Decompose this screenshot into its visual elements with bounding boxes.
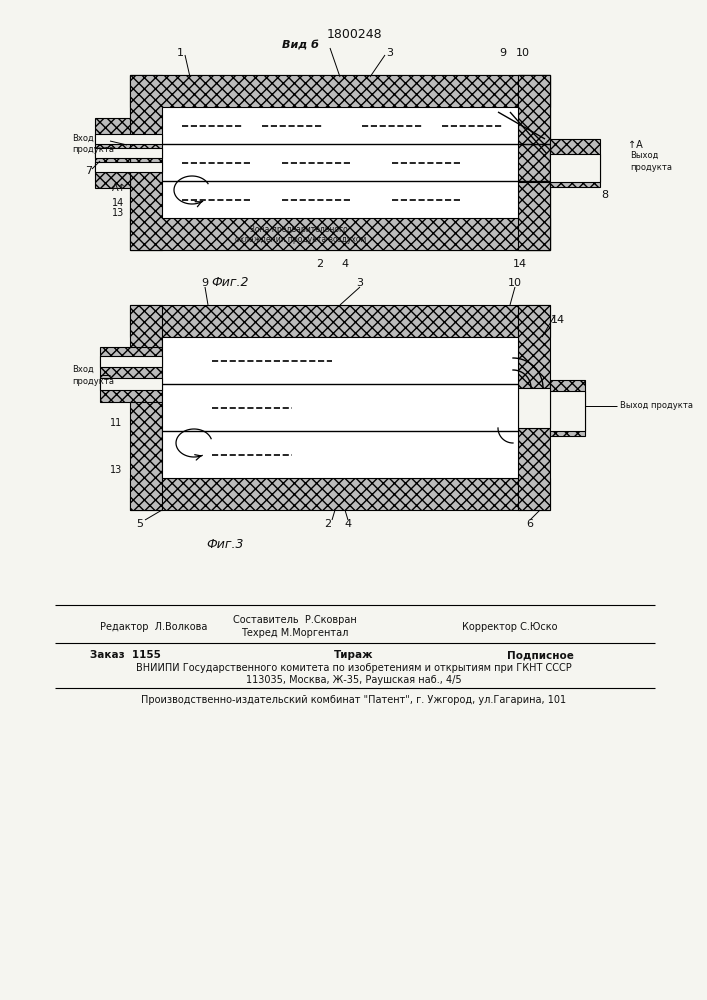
Bar: [100, 378, 162, 390]
Text: Заказ  1155: Заказ 1155: [90, 650, 161, 660]
Bar: [518, 305, 550, 388]
Text: продукта: продукта: [72, 144, 114, 153]
Text: 14: 14: [112, 198, 124, 208]
Bar: [130, 218, 550, 250]
Text: 9: 9: [499, 48, 506, 58]
Bar: [130, 305, 550, 337]
Bar: [518, 182, 550, 250]
Text: 3: 3: [387, 48, 394, 58]
Bar: [95, 118, 130, 188]
Text: 9: 9: [201, 278, 209, 288]
Text: 5: 5: [136, 519, 144, 529]
Text: Зона предварительного: Зона предварительного: [250, 225, 348, 233]
Text: 11: 11: [110, 418, 122, 428]
Text: 7: 7: [85, 166, 92, 176]
Text: 113035, Москва, Ж-35, Раушская наб., 4/5: 113035, Москва, Ж-35, Раушская наб., 4/5: [246, 675, 462, 685]
Bar: [162, 107, 518, 218]
Text: 4: 4: [344, 519, 351, 529]
Text: Производственно-издательский комбинат "Патент", г. Ужгород, ул.Гагарина, 101: Производственно-издательский комбинат "П…: [141, 695, 566, 705]
Text: продукта: продукта: [630, 162, 672, 172]
Bar: [162, 337, 518, 478]
Text: Выход продукта: Выход продукта: [620, 401, 693, 410]
Text: 1800248: 1800248: [326, 28, 382, 41]
Text: Вид б: Вид б: [281, 40, 318, 50]
Bar: [550, 391, 585, 431]
Bar: [95, 148, 162, 158]
Text: продукта: продукта: [72, 376, 114, 385]
Bar: [518, 75, 550, 144]
Text: 4: 4: [341, 259, 349, 269]
Text: Тираж: Тираж: [334, 650, 374, 660]
Text: 8: 8: [602, 190, 609, 200]
Text: Выход: Выход: [630, 150, 658, 159]
Text: 14: 14: [513, 259, 527, 269]
Bar: [100, 356, 162, 367]
Bar: [518, 388, 550, 428]
Bar: [130, 305, 162, 510]
Bar: [95, 162, 162, 172]
Text: 6: 6: [527, 519, 534, 529]
Text: ↑А: ↑А: [628, 140, 643, 150]
Text: Техред М.Моргентал: Техред М.Моргентал: [241, 628, 349, 638]
Text: Корректор С.Юско: Корректор С.Юско: [462, 622, 558, 632]
Bar: [130, 75, 550, 250]
Text: Составитель  Р.Сковран: Составитель Р.Сковран: [233, 615, 357, 625]
Text: Редактор  Л.Волкова: Редактор Л.Волкова: [100, 622, 207, 632]
Text: Фиг.3: Фиг.3: [206, 538, 244, 552]
Text: охлаждения продукта воздухом: охлаждения продукта воздухом: [235, 235, 366, 244]
Bar: [518, 75, 550, 144]
Text: ВНИИПИ Государственного комитета по изобретениям и открытиям при ГКНТ СССР: ВНИИПИ Государственного комитета по изоб…: [136, 663, 572, 673]
Text: А↑: А↑: [112, 183, 127, 193]
Bar: [550, 380, 585, 436]
Bar: [550, 154, 600, 182]
Bar: [518, 182, 550, 250]
Text: 2: 2: [317, 259, 324, 269]
Text: Фиг.2: Фиг.2: [211, 275, 249, 288]
Text: 13: 13: [110, 465, 122, 475]
Bar: [130, 75, 550, 107]
Text: 10: 10: [508, 278, 522, 288]
Text: Вход: Вход: [72, 133, 94, 142]
Bar: [518, 428, 550, 510]
Bar: [95, 134, 162, 144]
Text: 10: 10: [516, 48, 530, 58]
Text: Подписное: Подписное: [506, 650, 573, 660]
Text: Вход: Вход: [72, 364, 94, 373]
Bar: [130, 75, 162, 250]
Text: 1: 1: [177, 48, 184, 58]
Bar: [550, 139, 600, 187]
Bar: [130, 478, 550, 510]
Text: 3: 3: [356, 278, 363, 288]
Bar: [100, 347, 162, 402]
Text: 13: 13: [112, 208, 124, 218]
Text: 2: 2: [325, 519, 332, 529]
Text: 14: 14: [551, 315, 565, 325]
